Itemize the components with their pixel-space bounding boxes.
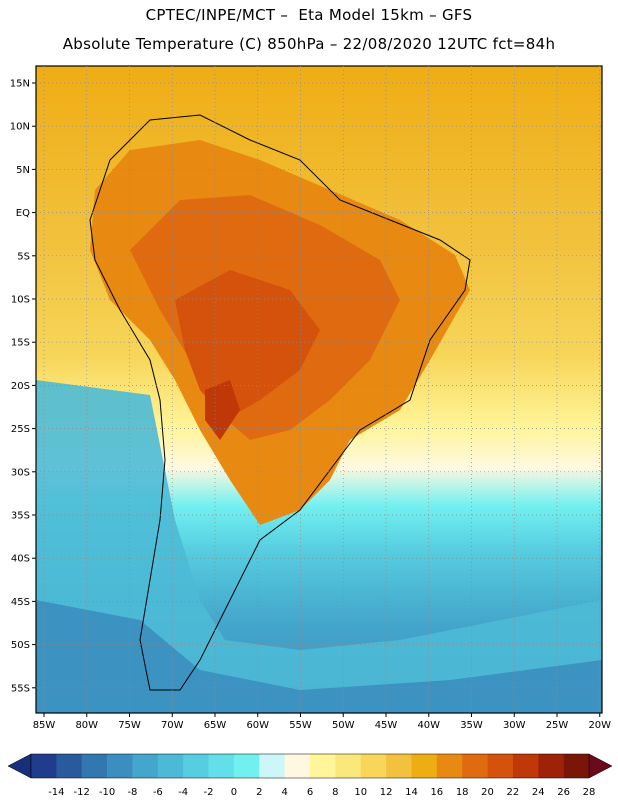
colorbar-swatch (538, 754, 564, 778)
colorbar-label: 4 (281, 787, 287, 798)
lon-label: 85W (33, 720, 56, 731)
lon-label: 70W (161, 720, 184, 731)
colorbar-label: -2 (204, 787, 214, 798)
colorbar-label: -14 (48, 787, 64, 798)
colorbar-label: -8 (127, 787, 137, 798)
colorbar-label: -6 (153, 787, 163, 798)
colorbar-label: 6 (307, 787, 313, 798)
lon-label: 65W (204, 720, 227, 731)
colorbar-label: 0 (231, 787, 237, 798)
colorbar-label: -4 (178, 787, 188, 798)
colorbar-swatch (335, 754, 362, 778)
lon-label: 25W (546, 720, 569, 731)
colorbar-label: 24 (532, 787, 545, 798)
colorbar-swatch (259, 754, 285, 778)
lat-label: 15S (11, 338, 30, 349)
colorbar-swatch (107, 754, 133, 778)
chart-title: CPTEC/INPE/MCT – Eta Model 15km – GFS (145, 6, 473, 24)
lon-label: 55W (289, 720, 312, 731)
colorbar-swatch (284, 754, 311, 778)
colorbar-swatch (462, 754, 488, 778)
colorbar-frame (30, 753, 590, 779)
lat-label: 10N (10, 122, 30, 133)
graticule (32, 66, 602, 717)
lon-label: 20W (588, 720, 611, 731)
colorbar-swatch (56, 754, 83, 778)
lat-label: 5S (17, 251, 30, 262)
colorbar-label: 10 (354, 787, 367, 798)
colorbar-swatch (183, 754, 209, 778)
latitude-labels: 15N 10N 5N EQ 5S 10S 15S 20S 25S 30S 35S 40S 45S 50S 5… (10, 79, 30, 695)
colorbar-label: -12 (74, 787, 90, 798)
colorbar-label: 18 (456, 787, 469, 798)
lon-label: 30W (503, 720, 526, 731)
colorbar-swatch (436, 754, 463, 778)
map-frame (35, 65, 603, 714)
lon-label: 35W (460, 720, 483, 731)
lon-label: 45W (375, 720, 398, 731)
lon-label: 80W (75, 720, 98, 731)
lon-label: 60W (246, 720, 269, 731)
lat-label: 20S (11, 381, 30, 392)
colorbar-label: -10 (99, 787, 115, 798)
lat-label: 55S (11, 683, 30, 694)
colorbar-swatch (81, 754, 108, 778)
coldest-region (36, 600, 602, 713)
colorbar-label: 28 (583, 787, 596, 798)
lat-label: 35S (11, 511, 30, 522)
lat-label: 10S (11, 295, 30, 306)
colorbar-swatch (310, 754, 336, 778)
colorbar-swatch (411, 754, 438, 778)
colorbar-swatch (360, 754, 387, 778)
colorbar-swatch (31, 754, 57, 778)
colorbar-swatch (512, 754, 539, 778)
hotspot (205, 380, 240, 440)
colorbar-right-arrow (588, 753, 613, 779)
lat-label: 40S (11, 554, 30, 565)
colorbar-label: 12 (380, 787, 393, 798)
colorbar-left-arrow (7, 753, 32, 779)
colorbar-swatch (132, 754, 159, 778)
chart-subtitle: Absolute Temperature (C) 850hPa – 22/08/… (62, 35, 556, 53)
colorbar-label: 22 (507, 787, 520, 798)
lon-label: 40W (417, 720, 440, 731)
colorbar-label: 16 (430, 787, 443, 798)
colorbar-label: 14 (405, 787, 418, 798)
colorbar: -14 -12 -10 -8 -6 -4 -2 0 2 4 6 8 10 12 14 16 18 20 22 24 26… (7, 753, 613, 798)
lon-label: 50W (332, 720, 355, 731)
cold-region (36, 380, 602, 713)
lat-label: 45S (11, 597, 30, 608)
colorbar-swatch (208, 754, 235, 778)
temperature-field (36, 66, 602, 713)
colorbar-label: 26 (557, 787, 570, 798)
longitude-labels: 85W 80W 75W 70W 65W 60W 55W 50W 45W 40W 35W 30W 25W 2… (33, 720, 611, 731)
coastline (89, 114, 471, 691)
lat-label: 25S (11, 424, 30, 435)
colorbar-swatch (233, 754, 260, 778)
lat-label: 30S (11, 467, 30, 478)
lat-label: 50S (11, 640, 30, 651)
colorbar-label: 2 (256, 787, 262, 798)
colorbar-swatch (563, 754, 590, 778)
colorbar-label: 20 (481, 787, 494, 798)
colorbar-swatch (157, 754, 184, 778)
colorbar-swatch (487, 754, 514, 778)
land-hottest-region (175, 270, 320, 420)
lat-label: EQ (16, 208, 30, 219)
lon-label: 75W (118, 720, 141, 731)
colorbar-swatch (386, 754, 412, 778)
colorbar-label: 8 (332, 787, 338, 798)
lat-label: 5N (16, 165, 30, 176)
lat-label: 15N (10, 79, 30, 90)
